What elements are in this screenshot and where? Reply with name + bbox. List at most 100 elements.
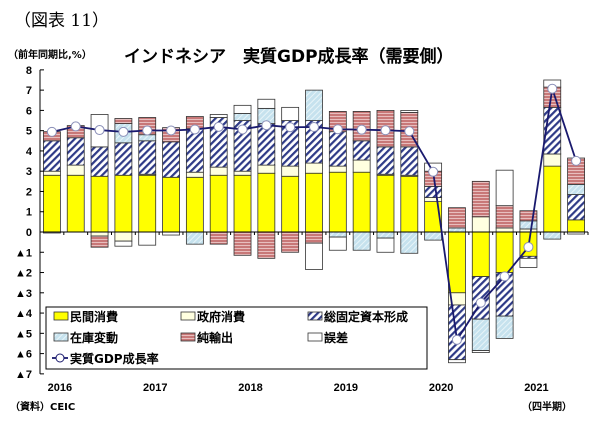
bar-segment-1 <box>328 165 347 173</box>
bar-segment-5 <box>209 114 228 118</box>
bar-segment-1 <box>257 164 276 174</box>
y-tick-label: 1 <box>26 207 32 219</box>
x-year-label: 2018 <box>238 382 262 394</box>
bar-segment-5 <box>376 237 395 253</box>
y-tick-label: ▲3 <box>15 288 32 300</box>
bar-segment-5 <box>138 231 157 246</box>
gdp-growth-point <box>380 125 391 136</box>
gdp-growth-point <box>142 125 153 136</box>
bar-segment-0 <box>567 219 585 233</box>
gdp-growth-point <box>499 271 510 282</box>
bar-segment-3 <box>424 231 443 241</box>
bar-segment-1 <box>424 197 443 202</box>
bar-segment-0 <box>233 174 252 233</box>
bar-segment-5 <box>328 236 347 251</box>
bar-segment-4 <box>90 235 109 248</box>
bar-segment-3 <box>448 227 466 233</box>
bar-segment-2 <box>138 140 157 175</box>
bar-segment-3 <box>352 231 371 251</box>
x-year-label: 2017 <box>143 382 167 394</box>
bar-segment-1 <box>543 153 562 167</box>
legend-label: 政府消費 <box>197 309 245 324</box>
bar-segment-3 <box>185 231 204 245</box>
bar-segment-4 <box>495 205 514 229</box>
bar-segment-0 <box>66 174 85 233</box>
bar-segment-4 <box>471 180 490 218</box>
bar-segment-0 <box>185 176 204 233</box>
bar-segment-2 <box>567 194 585 221</box>
gdp-growth-point <box>118 126 129 137</box>
bar-segment-0 <box>138 174 157 233</box>
y-tick-label: ▲4 <box>15 308 33 320</box>
y-tick-label: 4 <box>26 146 33 158</box>
bar-segment-0 <box>495 231 514 273</box>
bar-segment-0 <box>114 174 133 233</box>
bar-segment-1 <box>209 166 228 176</box>
bar-segment-3 <box>328 231 347 238</box>
bar-segment-3 <box>138 134 157 142</box>
gdp-growth-point <box>285 122 296 133</box>
legend-line-marker <box>55 353 65 363</box>
bar-segment-5 <box>471 350 490 353</box>
y-axis-unit: （前年同期比,%） <box>8 50 92 61</box>
bar-segment-3 <box>400 231 419 254</box>
gdp-growth-point <box>166 125 177 136</box>
gdp-growth-point <box>213 121 224 132</box>
bar-segment-0 <box>400 175 419 233</box>
gdp-growth-point <box>356 124 367 135</box>
bar-segment-1 <box>185 171 204 178</box>
bar-segment-5 <box>495 169 514 207</box>
bar-segment-2 <box>114 142 133 176</box>
bar-segment-3 <box>543 231 562 240</box>
legend-label: 総固定資本形成 <box>324 309 408 324</box>
figure-label: （図表 11） <box>14 11 110 31</box>
bar-segment-5 <box>305 242 323 270</box>
y-tick-label: ▲2 <box>15 268 32 280</box>
bar-segment-0 <box>471 231 490 277</box>
bar-segment-0 <box>376 174 395 233</box>
gdp-growth-point <box>309 122 319 133</box>
bar-segment-3 <box>233 113 252 121</box>
bar-segment-5 <box>400 110 419 113</box>
y-tick-label: 3 <box>26 166 32 178</box>
bar-segment-5 <box>519 257 538 268</box>
legend-label: 実質GDP成長率 <box>70 351 159 366</box>
legend-swatch <box>180 311 196 321</box>
x-year-label: 2020 <box>429 382 453 394</box>
bar-segment-4 <box>209 231 228 245</box>
bar-segment-5 <box>233 104 252 114</box>
bar-segment-5 <box>114 240 133 247</box>
bar-segment-2 <box>424 185 443 198</box>
bar-segment-1 <box>43 170 61 176</box>
y-tick-label: ▲7 <box>15 369 32 381</box>
bar-segment-0 <box>43 174 61 233</box>
bar-segment-2 <box>185 128 204 173</box>
chart-title: インドネシア 実質GDP成長率（需要側） <box>124 47 454 67</box>
bar-segment-3 <box>471 318 490 351</box>
bar-segment-0 <box>90 175 109 233</box>
gdp-growth-point <box>451 334 462 345</box>
x-year-label: 2016 <box>48 382 72 394</box>
bar-segment-0 <box>209 174 228 233</box>
source-note: （資料）CEIC <box>10 402 76 413</box>
bar-segment-2 <box>352 140 371 161</box>
bar-segment-3 <box>567 183 585 195</box>
legend-swatch <box>307 332 323 342</box>
bar-segment-1 <box>495 227 514 233</box>
gdp-growth-point <box>523 241 534 252</box>
bar-segment-4 <box>257 231 276 259</box>
bar-segment-0 <box>305 172 323 233</box>
y-tick-label: 0 <box>26 227 32 239</box>
gdp-growth-point <box>94 125 105 136</box>
bar-segment-1 <box>233 170 252 176</box>
gdp-growth-point <box>475 297 486 308</box>
gdp-growth-point <box>261 120 272 131</box>
bar-segment-0 <box>543 165 562 233</box>
legend-box <box>45 306 428 370</box>
bar-segment-3 <box>305 89 323 121</box>
bar-segment-2 <box>43 140 61 172</box>
legend-label: 誤差 <box>324 330 348 345</box>
x-year-label: 2021 <box>524 382 548 394</box>
y-tick-label: ▲5 <box>15 328 32 340</box>
